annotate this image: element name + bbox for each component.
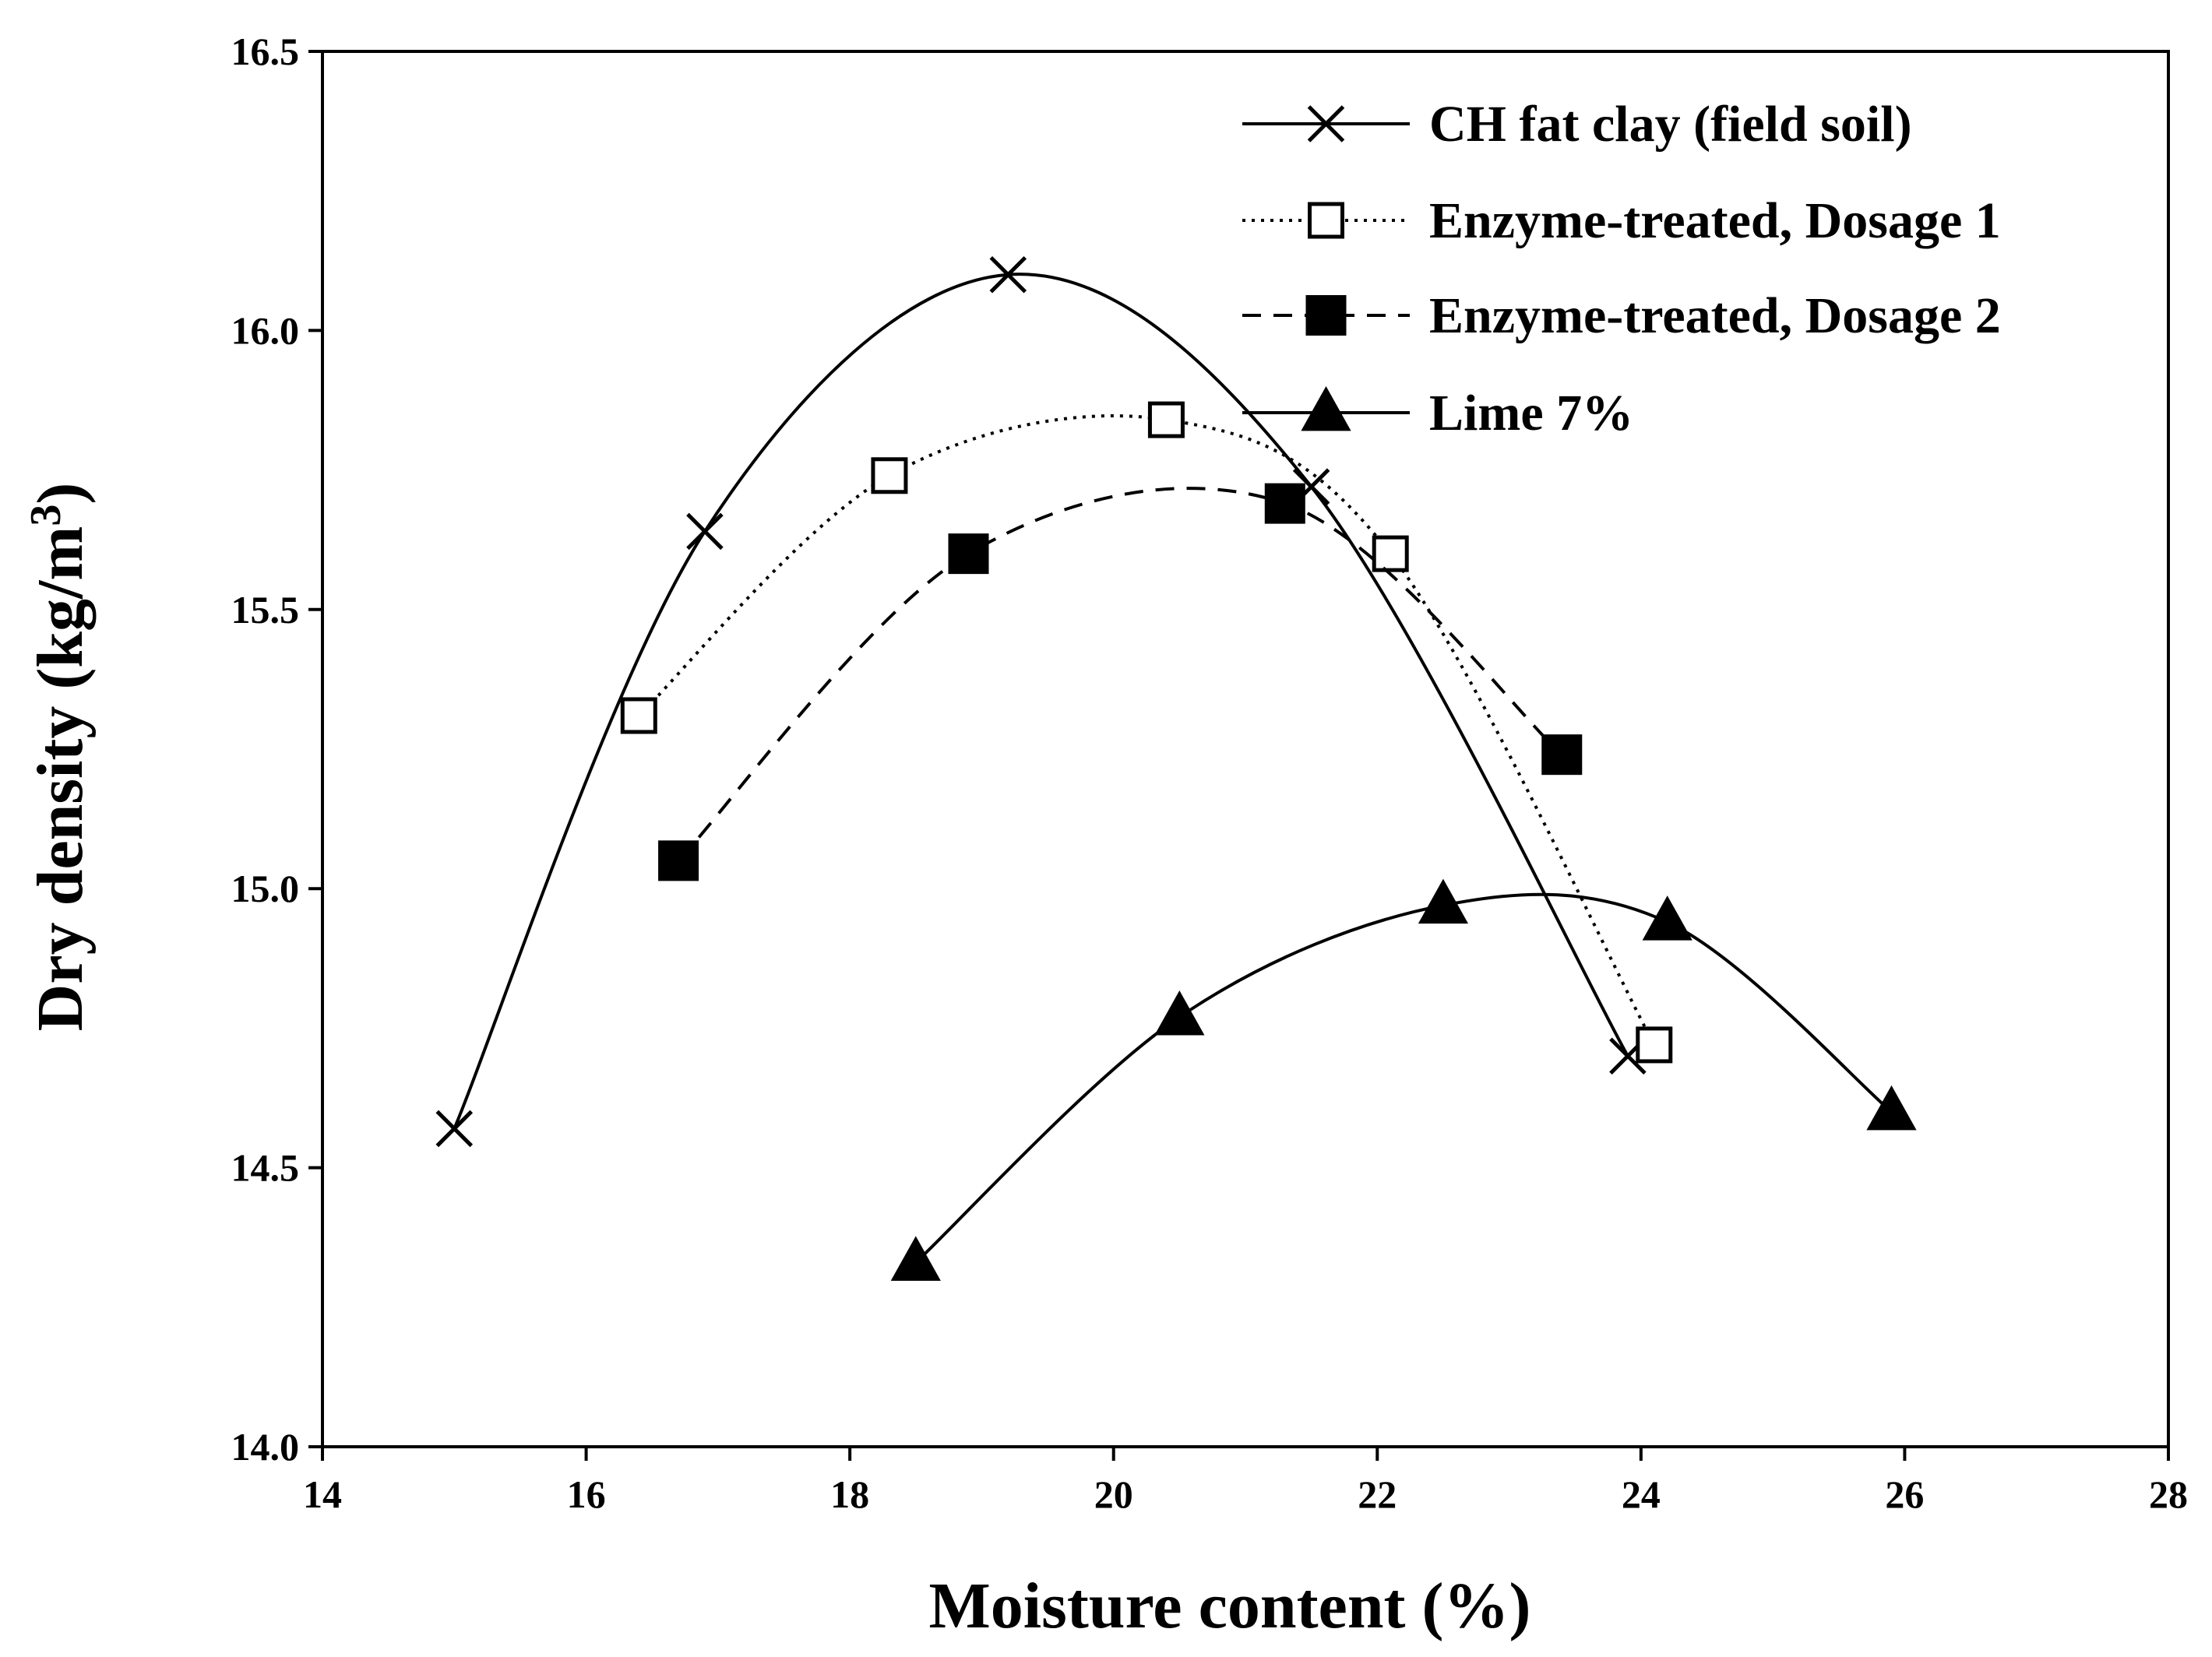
legend-label: Enzyme-treated, Dosage 1 [1429, 192, 2001, 249]
y-axis-title: Dry density (kg/m3) [22, 483, 97, 1032]
series-1-point [435, 1110, 474, 1148]
series-1-point [686, 512, 724, 551]
series-2-line [637, 414, 1656, 1046]
x-tick-label: 26 [1885, 1472, 1924, 1516]
legend-label: Lime 7% [1429, 385, 1633, 442]
legend-swatch-marker [1305, 295, 1347, 336]
series-1-point [989, 255, 1027, 294]
legend-item: Enzyme-treated, Dosage 2 [1242, 287, 2001, 344]
series-3-point [948, 533, 989, 575]
series-2-point [1147, 401, 1185, 438]
series-3 [658, 483, 1583, 881]
y-tick-label: 14.5 [231, 1146, 300, 1190]
y-tick-label: 16.0 [231, 308, 300, 352]
series-4-point [1642, 895, 1692, 941]
legend-item: Enzyme-treated, Dosage 1 [1242, 192, 2001, 249]
series-2-point [620, 697, 657, 734]
ticks-layer: 14 16 18 20 22 24 26 28 14.0 14.5 15.0 15.5 16.0 16.5 [231, 30, 2189, 1516]
series-2 [620, 401, 1673, 1064]
legend-label: Enzyme-treated, Dosage 2 [1429, 287, 2001, 344]
x-tick-label: 24 [1622, 1472, 1661, 1516]
series-3-point [1264, 483, 1305, 524]
x-tick-label: 28 [2149, 1472, 2188, 1516]
y-tick-label: 15.5 [231, 588, 300, 631]
series-3-point [1541, 734, 1583, 776]
legend: CH fat clay (field soil) Enzyme-treated, … [1242, 96, 2001, 442]
series-4-point [890, 1236, 941, 1281]
series-4-point [1866, 1085, 1917, 1131]
x-tick-label: 22 [1358, 1472, 1397, 1516]
y-tick-label: 14.0 [231, 1425, 300, 1469]
y-tick-label: 15.0 [231, 867, 300, 910]
x-tick-label: 16 [567, 1472, 606, 1516]
plot-frame [321, 50, 2170, 1448]
series-2-point [1372, 535, 1409, 572]
x-tick-label: 18 [830, 1472, 869, 1516]
series-4 [890, 878, 1917, 1281]
x-axis-title: Moisture content (%) [929, 1570, 1531, 1642]
series-2-point [1636, 1026, 1673, 1064]
plot-area [321, 50, 2170, 1448]
series-4-point [1418, 878, 1469, 924]
legend-item: CH fat clay (field soil) [1242, 96, 1912, 153]
y-axis-title-superscript: 3 [22, 505, 70, 526]
legend-label: CH fat clay (field soil) [1429, 96, 1912, 153]
series-2-point [871, 457, 908, 494]
legend-swatch-marker [1308, 202, 1344, 239]
y-tick-label: 16.5 [231, 30, 300, 73]
x-tick-label: 20 [1094, 1472, 1133, 1516]
series-4-point [1154, 990, 1205, 1036]
series-3-point [658, 840, 699, 881]
x-tick-label: 14 [303, 1472, 342, 1516]
series-4-line [914, 892, 1893, 1264]
legend-swatch-marker [1301, 385, 1351, 431]
y-axis-title-close: ) [24, 483, 97, 505]
legend-item: Lime 7% [1242, 385, 1633, 442]
legend-swatch-marker [1307, 105, 1345, 142]
y-axis-title-main: Dry density (kg/m [24, 526, 97, 1032]
series-layer [435, 255, 1917, 1281]
